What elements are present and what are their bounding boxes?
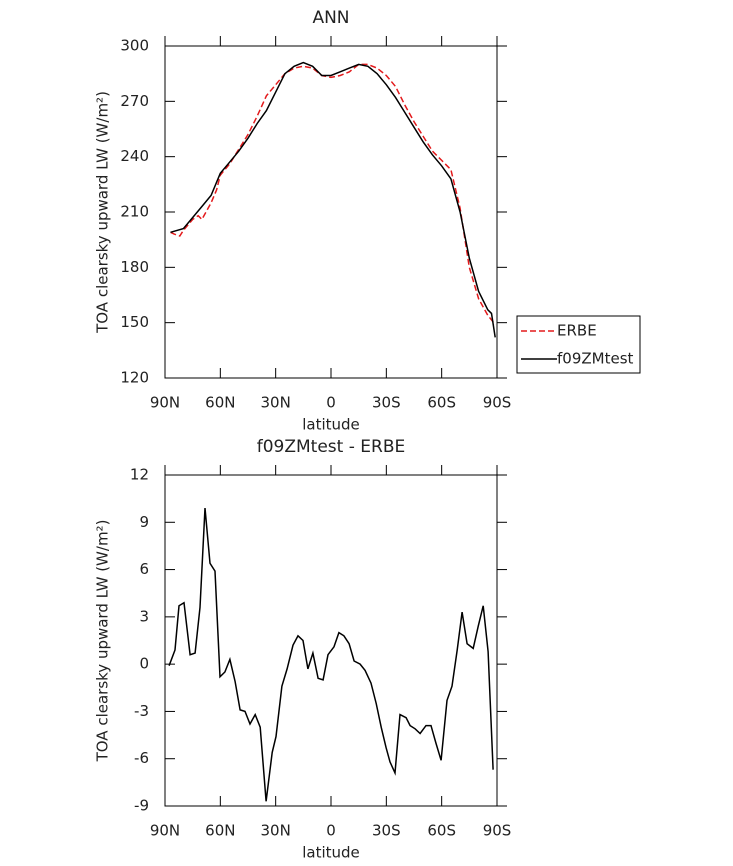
x-tick-label: 90N: [150, 822, 180, 840]
legend-label: f09ZMtest: [557, 350, 634, 368]
y-tick-label: 3: [139, 607, 149, 625]
y-tick-label: 300: [120, 37, 149, 55]
data-line: [170, 63, 496, 325]
chart-title: f09ZMtest - ERBE: [257, 437, 405, 457]
y-tick-label: 9: [139, 513, 149, 531]
x-tick-label: 90S: [483, 394, 512, 412]
x-tick-label: 60N: [205, 822, 235, 840]
y-tick-label: 270: [120, 92, 149, 110]
y-axis-label: TOA clearsky upward LW (W/m²): [94, 520, 112, 763]
x-axis-label: latitude: [302, 416, 360, 434]
y-tick-label: 0: [139, 655, 149, 673]
y-tick-label: 180: [120, 258, 149, 276]
y-tick-label: 12: [130, 466, 149, 484]
x-tick-label: 0: [326, 822, 336, 840]
y-tick-label: -6: [134, 749, 149, 767]
x-tick-label: 30N: [261, 822, 291, 840]
x-tick-label: 60S: [427, 822, 456, 840]
plot-frame: [164, 45, 498, 379]
y-tick-label: -9: [134, 797, 149, 815]
y-tick-label: 120: [120, 369, 149, 387]
plot-frame: [164, 474, 498, 807]
y-tick-label: -3: [134, 702, 149, 720]
x-tick-label: 60S: [427, 394, 456, 412]
y-tick-label: 210: [120, 203, 149, 221]
y-axis-label: TOA clearsky upward LW (W/m²): [94, 91, 112, 334]
x-tick-label: 30S: [372, 822, 401, 840]
x-axis-label: latitude: [302, 844, 360, 862]
x-tick-label: 90N: [150, 394, 180, 412]
y-tick-label: 240: [120, 147, 149, 165]
x-tick-label: 90S: [483, 822, 512, 840]
y-tick-label: 150: [120, 313, 149, 331]
x-tick-label: 30S: [372, 394, 401, 412]
data-line: [170, 61, 496, 338]
data-line: [168, 508, 494, 802]
x-tick-label: 0: [326, 394, 336, 412]
chart-title: ANN: [312, 8, 349, 28]
y-tick-label: 6: [139, 560, 149, 578]
legend-box: [516, 315, 641, 374]
x-tick-label: 30N: [261, 394, 291, 412]
legend-label: ERBE: [557, 322, 597, 340]
x-tick-label: 60N: [205, 394, 235, 412]
